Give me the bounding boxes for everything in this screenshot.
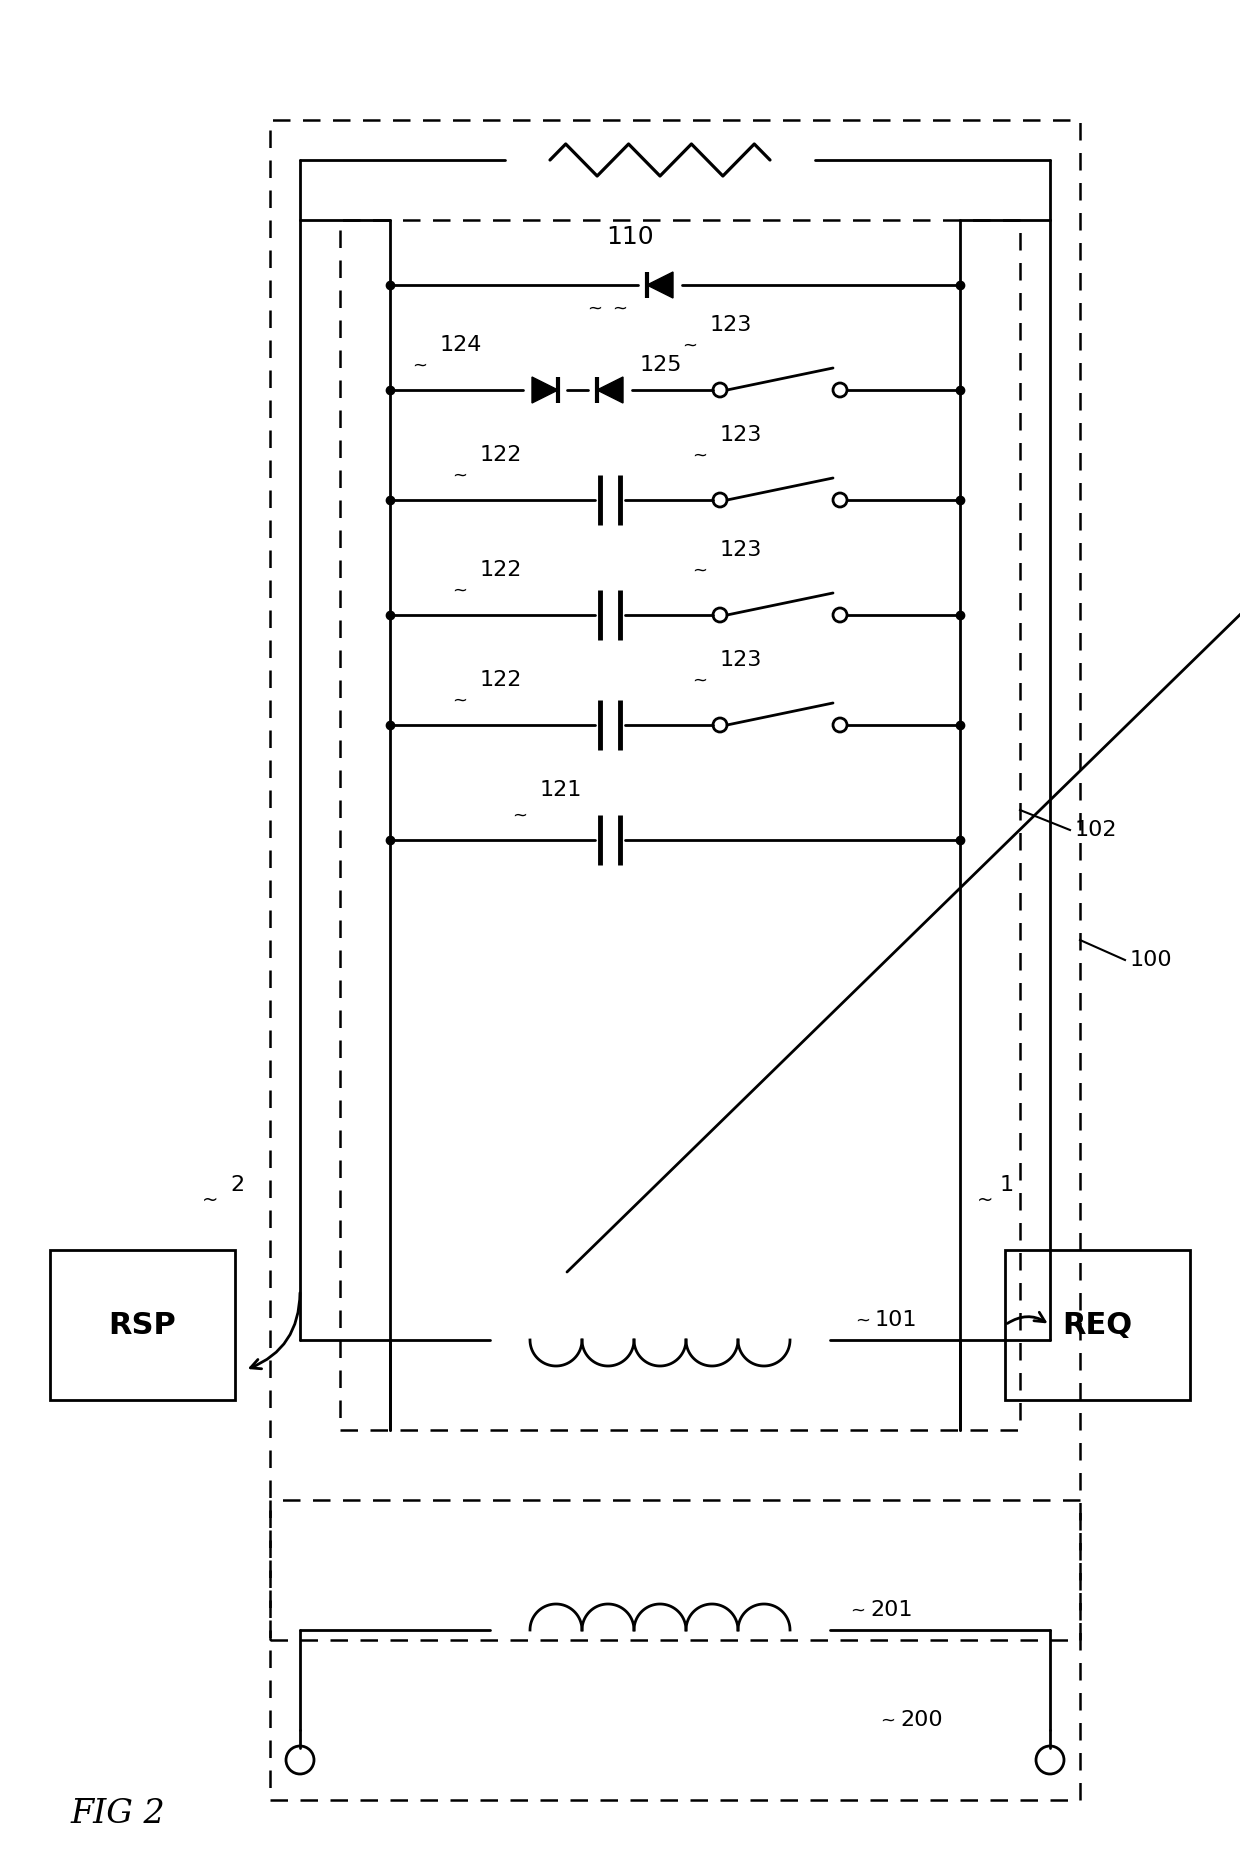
Text: ~: ~ <box>692 446 708 465</box>
Text: ~: ~ <box>413 357 428 376</box>
Text: ~: ~ <box>692 562 708 580</box>
Text: 123: 123 <box>720 649 763 670</box>
Text: ~: ~ <box>880 1711 895 1730</box>
Text: 201: 201 <box>870 1600 913 1620</box>
Text: REQ: REQ <box>1063 1311 1132 1339</box>
Text: ~: ~ <box>692 671 708 690</box>
Text: ~: ~ <box>453 692 467 711</box>
Polygon shape <box>532 378 558 404</box>
Text: 121: 121 <box>539 779 583 800</box>
Text: 102: 102 <box>1075 820 1117 841</box>
Text: 125: 125 <box>640 355 682 376</box>
Text: 124: 124 <box>440 335 482 355</box>
Text: FIG 2: FIG 2 <box>69 1799 165 1830</box>
FancyBboxPatch shape <box>50 1250 236 1401</box>
Text: 110: 110 <box>606 225 653 249</box>
Text: ~: ~ <box>682 337 697 355</box>
FancyBboxPatch shape <box>1004 1250 1190 1401</box>
Text: 123: 123 <box>720 424 763 445</box>
Text: 101: 101 <box>875 1309 918 1330</box>
Text: 1: 1 <box>999 1176 1014 1194</box>
Text: 122: 122 <box>480 670 522 690</box>
Text: ~: ~ <box>977 1190 993 1211</box>
Text: 122: 122 <box>480 560 522 580</box>
Text: ~: ~ <box>512 807 527 826</box>
Text: 123: 123 <box>720 539 763 560</box>
Text: ~: ~ <box>453 467 467 485</box>
Text: 123: 123 <box>711 314 753 335</box>
Text: ~: ~ <box>202 1190 218 1211</box>
Text: RSP: RSP <box>109 1311 176 1339</box>
Text: ~: ~ <box>849 1601 866 1620</box>
Text: 122: 122 <box>480 445 522 465</box>
Text: 100: 100 <box>1130 950 1173 971</box>
Polygon shape <box>647 272 673 298</box>
Polygon shape <box>596 378 622 404</box>
Text: 2: 2 <box>229 1176 244 1194</box>
Text: ~: ~ <box>856 1311 870 1330</box>
Text: ~: ~ <box>613 299 627 318</box>
Text: ~: ~ <box>453 582 467 601</box>
Text: 200: 200 <box>900 1709 942 1730</box>
Text: ~: ~ <box>588 299 603 318</box>
